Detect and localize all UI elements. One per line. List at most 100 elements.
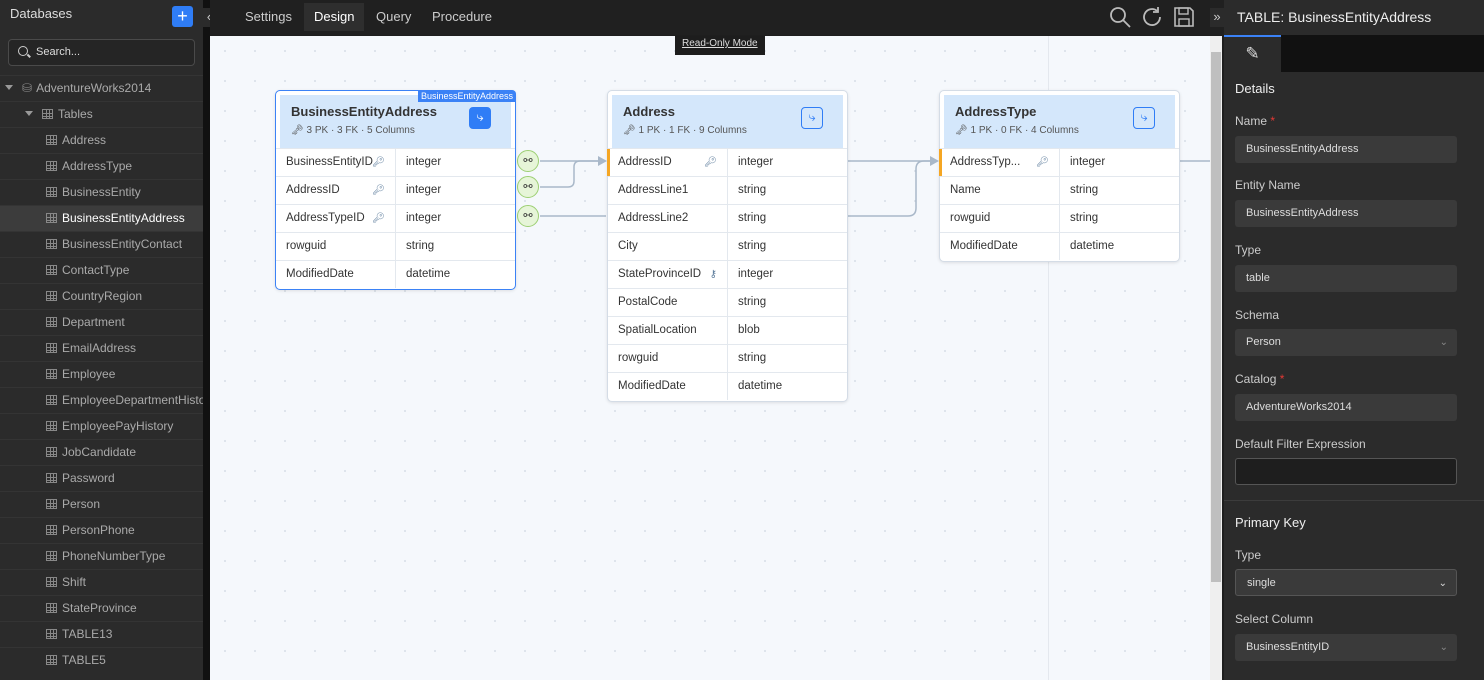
sidebar-item-table[interactable]: PersonPhone [0, 517, 203, 543]
sidebar-item-table[interactable]: BusinessEntityContact [0, 231, 203, 257]
column-row[interactable]: ModifiedDate datetime [608, 372, 847, 400]
relation-toggle-icon[interactable]: ⤷ [1133, 107, 1155, 129]
column-name: City [618, 240, 638, 252]
column-type: string [406, 240, 435, 252]
card-header: AddressType 🗝 1 PK · 0 FK · 4 Columns ⤷ [944, 95, 1175, 148]
table-icon [46, 499, 57, 509]
table-icon [46, 239, 57, 249]
sidebar-item-table[interactable]: EmployeePayHistory [0, 413, 203, 439]
sidebar-item-table[interactable]: EmailAddress [0, 335, 203, 361]
collapse-right-icon[interactable]: » [1210, 8, 1224, 27]
table-card[interactable]: AddressType 🗝 1 PK · 0 FK · 4 Columns ⤷ A… [939, 90, 1180, 262]
filter-input[interactable] [1235, 458, 1457, 485]
relation-connector-icon[interactable]: ⚯ [517, 205, 539, 227]
column-row[interactable]: AddressTyp... 🔑︎ integer [939, 148, 1179, 176]
sidebar-item-table[interactable]: Person [0, 491, 203, 517]
column-row[interactable]: PostalCode string [608, 288, 847, 316]
table-label: AddressType [62, 159, 133, 173]
table-card[interactable]: Address 🗝 1 PK · 1 FK · 9 Columns ⤷ Addre… [607, 90, 848, 402]
type-field[interactable]: table [1235, 265, 1457, 292]
sidebar-item-table[interactable]: Department [0, 309, 203, 335]
table-card[interactable]: BusinessEntityAddress 🗝 3 PK · 3 FK · 5 … [275, 90, 516, 290]
sidebar-item-table[interactable]: EmployeeDepartmentHistory [0, 387, 203, 413]
catalog-field[interactable]: AdventureWorks2014 [1235, 394, 1457, 421]
sidebar-item-table[interactable]: BusinessEntity [0, 179, 203, 205]
foreign-key-icon: ⚷ [709, 269, 717, 280]
sidebar-item-table[interactable]: ContactType [0, 257, 203, 283]
sidebar-item-table[interactable]: Password [0, 465, 203, 491]
tree-tables[interactable]: Tables [0, 101, 203, 127]
page-boundary [1048, 36, 1049, 680]
schema-select[interactable]: Person ⌄ [1235, 329, 1457, 356]
sidebar-item-table[interactable]: StateProvince [0, 595, 203, 621]
sidebar-item-table[interactable]: Employee [0, 361, 203, 387]
sidebar-item-table[interactable]: JobCandidate [0, 439, 203, 465]
primary-key-icon: 🔑︎ [372, 157, 385, 168]
canvas-scrollbar[interactable] [1210, 36, 1222, 680]
sidebar-item-table[interactable]: PhoneNumberType [0, 543, 203, 569]
select-column-select[interactable]: BusinessEntityID ⌄ [1235, 634, 1457, 661]
column-row[interactable]: SpatialLocation blob [608, 316, 847, 344]
sidebar-item-table[interactable]: TABLE13 [0, 621, 203, 647]
column-row[interactable]: AddressID 🔑︎ integer [276, 176, 515, 204]
sidebar-item-table[interactable]: BusinessEntityAddress [0, 205, 203, 231]
table-label: JobCandidate [62, 445, 137, 459]
read-only-mode-label[interactable]: Read-Only Mode [675, 36, 765, 55]
pk-type-label: Type [1235, 548, 1262, 562]
sidebar-item-table[interactable]: CountryRegion [0, 283, 203, 309]
add-database-button[interactable]: + [172, 6, 193, 27]
save-icon[interactable] [1172, 5, 1196, 29]
sidebar-item-table[interactable]: AddressType [0, 153, 203, 179]
table-label: EmailAddress [62, 341, 137, 355]
sidebar-item-table[interactable]: TABLE5 [0, 647, 203, 673]
column-row[interactable]: rowguid string [940, 204, 1179, 232]
column-row[interactable]: rowguid string [276, 232, 515, 260]
entity-name-field[interactable]: BusinessEntityAddress [1235, 200, 1457, 227]
column-row[interactable]: AddressID 🔑︎ integer [607, 148, 847, 176]
column-name: AddressTypeID [286, 212, 365, 224]
relation-connector-icon[interactable]: ⚯ [517, 150, 539, 172]
splitter[interactable] [203, 0, 210, 680]
sidebar-item-table[interactable]: Address [0, 127, 203, 153]
table-label: Password [62, 471, 115, 485]
search-input[interactable]: Search... [8, 39, 195, 66]
column-row[interactable]: rowguid string [608, 344, 847, 372]
tab-procedure[interactable]: Procedure [432, 9, 492, 24]
table-label: EmployeePayHistory [62, 419, 174, 433]
column-row[interactable]: AddressLine2 string [608, 204, 847, 232]
column-row[interactable]: AddressLine1 string [608, 176, 847, 204]
column-row[interactable]: City string [608, 232, 847, 260]
table-label: ContactType [62, 263, 130, 277]
column-row[interactable]: AddressTypeID 🔑︎ integer [276, 204, 515, 232]
name-field[interactable]: BusinessEntityAddress [1235, 136, 1457, 163]
relation-toggle-icon[interactable]: ⤷ [801, 107, 823, 129]
tab-settings[interactable]: Settings [245, 9, 292, 24]
refresh-icon[interactable] [1140, 5, 1164, 29]
sidebar-item-table[interactable]: Shift [0, 569, 203, 595]
tree-database[interactable]: ⛁ AdventureWorks2014 [0, 75, 203, 101]
pk-type-select[interactable]: single ⌄ [1235, 569, 1457, 596]
column-row[interactable]: ModifiedDate datetime [276, 260, 515, 288]
design-canvas[interactable]: Read-Only Mode ⚯ ⚯ ⚯ BusinessEntityAddre… [210, 36, 1210, 680]
arrow-head [930, 156, 939, 166]
properties-panel: TABLE: BusinessEntityAddress ✎ Details N… [1224, 0, 1484, 680]
table-icon [46, 551, 57, 561]
column-type: integer [1070, 156, 1106, 168]
divider [1224, 500, 1484, 501]
column-row[interactable]: Name string [940, 176, 1179, 204]
column-row[interactable]: StateProvinceID ⚷ integer [608, 260, 847, 288]
scrollbar-thumb[interactable] [1211, 52, 1221, 582]
relation-toggle-icon[interactable]: ⤷ [469, 107, 491, 129]
column-type: string [738, 352, 767, 364]
column-type: string [738, 212, 767, 224]
edit-tab[interactable]: ✎ [1224, 35, 1281, 72]
tab-design[interactable]: Design [304, 3, 365, 31]
tab-query[interactable]: Query [376, 9, 412, 24]
table-label: TABLE5 [62, 653, 106, 667]
column-row[interactable]: ModifiedDate datetime [940, 232, 1179, 260]
column-name: AddressID [286, 184, 340, 196]
column-row[interactable]: BusinessEntityID 🔑︎ integer [276, 148, 515, 176]
relation-connector-icon[interactable]: ⚯ [517, 176, 539, 198]
column-type: datetime [1070, 240, 1115, 252]
search-icon[interactable] [1108, 5, 1132, 29]
